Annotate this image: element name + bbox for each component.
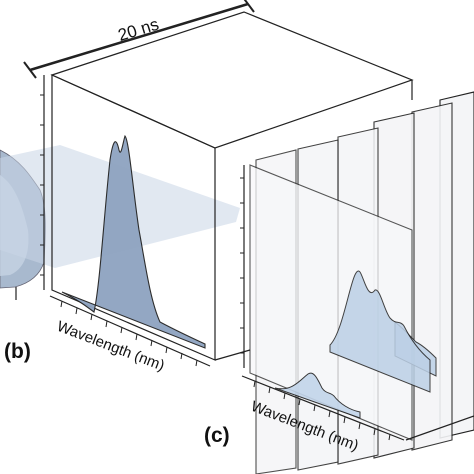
panel-b-vertical-ticks xyxy=(40,94,44,276)
panel-c-letter: (c) xyxy=(204,424,230,447)
panel-b-wavelength-ticks xyxy=(60,300,198,367)
panel-c-time-axis xyxy=(405,415,474,441)
panel-b-right-edge xyxy=(214,349,251,361)
panel-b-spectral-peak xyxy=(61,134,206,349)
slice-6 xyxy=(411,102,453,451)
panel-b-wavelength-axis xyxy=(49,295,211,367)
duration-bracket xyxy=(29,2,249,72)
duration-bracket-tick-left xyxy=(23,61,37,79)
panel-c-wavelength-ticks xyxy=(253,380,391,441)
panel-b-letter: (b) xyxy=(4,340,31,363)
slice-1-front xyxy=(249,164,413,441)
panel-c-peak-front xyxy=(274,372,361,419)
panel-c-wavelength-axis xyxy=(241,375,405,441)
duration-label: 20 ns xyxy=(116,15,161,45)
panel-c: Wavelength (nm) (c) xyxy=(204,91,474,474)
panel-c-peak-mid xyxy=(329,270,431,393)
panel-c-vertical-ticks xyxy=(240,177,244,354)
duration-bracket-tick-right xyxy=(243,0,255,13)
panel-b-top-face xyxy=(50,11,414,149)
